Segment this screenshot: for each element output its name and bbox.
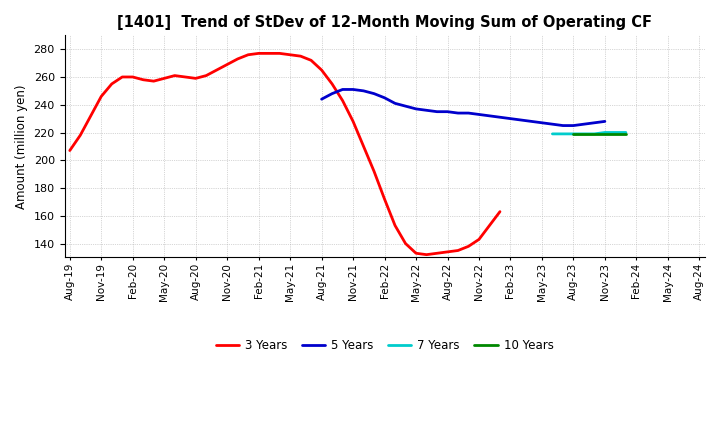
3 Years [244,52,253,57]
5 Years [580,121,588,127]
3 Years [223,62,232,67]
3 Years [348,119,357,124]
3 Years [160,76,168,81]
3 Years [359,144,368,149]
3 Years [464,244,473,249]
3 Years [380,197,389,202]
3 Years [254,51,263,56]
7 Years [590,131,599,136]
5 Years [527,119,536,124]
3 Years [76,132,84,138]
3 Years [422,252,431,257]
10 Years [600,131,609,136]
5 Years [433,109,441,114]
7 Years [580,131,588,136]
3 Years [485,223,494,228]
3 Years [433,251,441,256]
3 Years [275,51,284,56]
3 Years [212,67,221,73]
3 Years [328,81,336,87]
3 Years [412,251,420,256]
5 Years [454,110,462,116]
Legend: 3 Years, 5 Years, 7 Years, 10 Years: 3 Years, 5 Years, 7 Years, 10 Years [211,334,558,357]
3 Years [286,52,294,57]
Y-axis label: Amount (million yen): Amount (million yen) [15,84,28,209]
3 Years [297,54,305,59]
5 Years [474,112,483,117]
5 Years [391,101,400,106]
3 Years [118,74,127,80]
7 Years [621,130,630,135]
3 Years [171,73,179,78]
5 Years [348,87,357,92]
3 Years [139,77,148,82]
3 Years [474,237,483,242]
3 Years [66,148,74,153]
3 Years [307,58,315,63]
3 Years [181,74,189,80]
10 Years [611,131,620,136]
Line: 7 Years: 7 Years [552,132,626,134]
7 Years [600,130,609,135]
3 Years [107,81,116,87]
5 Years [380,95,389,100]
5 Years [506,116,515,121]
3 Years [86,113,95,118]
7 Years [548,131,557,136]
10 Years [590,131,599,136]
3 Years [454,248,462,253]
5 Years [590,120,599,125]
3 Years [233,56,242,62]
Line: 3 Years: 3 Years [70,53,500,255]
5 Years [359,88,368,93]
5 Years [412,106,420,112]
10 Years [621,131,630,136]
3 Years [265,51,274,56]
7 Years [611,130,620,135]
3 Years [444,249,452,254]
3 Years [149,78,158,84]
3 Years [495,209,504,214]
10 Years [569,131,577,136]
3 Years [401,241,410,246]
5 Years [548,121,557,127]
Line: 5 Years: 5 Years [322,89,605,125]
5 Years [538,120,546,125]
5 Years [401,103,410,109]
5 Years [338,87,347,92]
5 Years [370,91,379,96]
7 Years [559,131,567,136]
3 Years [97,94,106,99]
5 Years [559,123,567,128]
3 Years [370,169,379,174]
5 Years [600,119,609,124]
3 Years [318,67,326,73]
3 Years [192,76,200,81]
5 Years [495,114,504,120]
5 Years [328,91,336,96]
5 Years [318,96,326,102]
3 Years [202,73,210,78]
5 Years [444,109,452,114]
7 Years [569,131,577,136]
3 Years [338,98,347,103]
5 Years [569,123,577,128]
5 Years [485,113,494,118]
10 Years [580,131,588,136]
5 Years [464,110,473,116]
5 Years [422,108,431,113]
5 Years [517,117,526,123]
3 Years [128,74,137,80]
Title: [1401]  Trend of StDev of 12-Month Moving Sum of Operating CF: [1401] Trend of StDev of 12-Month Moving… [117,15,652,30]
3 Years [391,223,400,228]
